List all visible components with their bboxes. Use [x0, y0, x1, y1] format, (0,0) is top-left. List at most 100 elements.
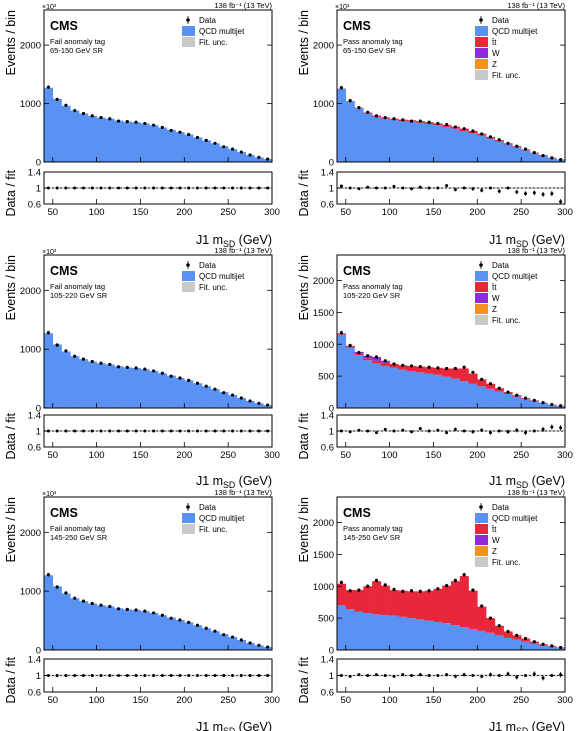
x-tick-label: 50	[340, 450, 351, 461]
ratio-point	[348, 674, 352, 678]
x-tick-label: 200	[469, 207, 485, 218]
legend-entry: Data	[492, 261, 509, 270]
ratio-point	[410, 430, 414, 434]
hist-bar	[424, 124, 434, 162]
ratio-point	[532, 191, 536, 195]
hist-bar	[486, 138, 496, 162]
legend-entry: W	[492, 294, 500, 303]
x-tick-label: 250	[513, 450, 529, 461]
series-qcdmultijet	[337, 88, 566, 162]
ratio-point	[160, 429, 164, 433]
hist-bar	[149, 370, 159, 408]
ratio-point	[515, 190, 519, 194]
data-point	[541, 642, 545, 646]
ratio-point	[506, 672, 510, 676]
data-point	[169, 128, 173, 133]
data-point	[230, 147, 235, 151]
data-points	[339, 572, 563, 650]
hist-bar	[87, 603, 97, 650]
panel-4: 0 500 1000 1500 2000 138 fb⁻¹ (13 TeV) CMS Pass…	[297, 246, 573, 490]
ratio-point	[541, 427, 545, 431]
hist-bar	[131, 609, 141, 650]
ratio-panel: 0.6 1 1.4 50 100 150 200 250 300 Data / fit	[4, 168, 280, 219]
ratio-axis-label: Data / fit	[297, 169, 311, 216]
legend-swatch	[182, 271, 195, 281]
data-point	[73, 354, 77, 358]
series-tt	[337, 576, 566, 649]
legend-entry: QCD multijet	[492, 272, 538, 281]
hist-bar	[547, 646, 557, 650]
y-tick-label: 0	[329, 646, 334, 657]
hist-bar	[52, 98, 62, 162]
x-tick-label: 300	[557, 450, 573, 461]
hist-bar	[451, 128, 461, 162]
legend-entry: W	[492, 536, 500, 545]
ratio-point	[204, 186, 208, 190]
ratio-point	[178, 674, 182, 677]
hist-bar	[79, 359, 89, 408]
hist-bar	[415, 591, 425, 620]
ratio-point	[73, 429, 77, 433]
ratio-point	[134, 674, 138, 677]
ratio-point	[81, 429, 85, 433]
ratio-point	[90, 429, 94, 433]
data-point	[169, 374, 173, 378]
hist-bar	[494, 391, 504, 408]
ratio-y-tick-label: 1	[329, 671, 334, 682]
ratio-point	[488, 186, 492, 190]
ratio-point	[541, 676, 545, 680]
x-tick-label: 100	[382, 450, 398, 461]
hist-bar	[433, 125, 443, 162]
hist-bar	[424, 373, 434, 408]
hist-bar	[451, 368, 461, 379]
hist-bar	[337, 334, 347, 408]
data-point	[143, 121, 147, 126]
data-point	[515, 633, 519, 637]
y-tick-label: 1000	[313, 340, 334, 351]
x-tick-label: 300	[557, 207, 573, 218]
x-tick-label: 100	[382, 207, 398, 218]
x-tick-label: 250	[220, 695, 236, 706]
data-point	[471, 588, 475, 592]
x-tick-label: 150	[133, 450, 149, 461]
hist-bar	[114, 608, 124, 650]
hist-bar	[512, 147, 522, 162]
category-tag: Fail anomaly tag	[50, 524, 105, 533]
hist-bar	[389, 367, 399, 408]
hist-bar	[486, 388, 496, 408]
ratio-point	[427, 674, 431, 677]
ratio-point	[374, 673, 378, 677]
data-point	[462, 573, 466, 577]
data-point	[559, 645, 563, 650]
ratio-point	[532, 672, 536, 676]
ratio-point	[366, 674, 370, 677]
ratio-point	[524, 431, 528, 435]
data-point	[108, 604, 112, 609]
hist-bar	[345, 590, 355, 610]
data-point	[550, 402, 554, 407]
hist-bar	[372, 357, 382, 361]
hist-bar	[193, 137, 203, 162]
signal-region-label: 65-150 GeV SR	[343, 46, 397, 55]
data-point	[169, 616, 173, 620]
hist-bar	[494, 141, 504, 162]
data-point	[366, 110, 370, 114]
x-tick-label: 100	[89, 450, 105, 461]
legend-data-marker	[186, 505, 190, 509]
data-point	[418, 119, 422, 123]
hist-bar	[61, 351, 71, 408]
y-tick-label: 500	[318, 372, 334, 383]
data-point	[266, 645, 270, 649]
x-axis-label: J1 mSD (GeV)	[489, 720, 565, 731]
legend-swatch	[475, 293, 488, 303]
lumi-label: 138 fb⁻¹ (13 TeV)	[214, 246, 272, 255]
legend-swatch	[475, 524, 488, 534]
y-tick-label: 1500	[313, 550, 334, 561]
ratio-point	[348, 430, 352, 434]
hist-bar	[372, 363, 382, 408]
ratio-axis-label: Data / fit	[4, 412, 18, 459]
hist-bar	[415, 372, 425, 408]
hist-bar	[398, 616, 408, 650]
signal-region-label: 65-150 GeV SR	[50, 46, 104, 55]
hist-bar	[494, 635, 504, 650]
